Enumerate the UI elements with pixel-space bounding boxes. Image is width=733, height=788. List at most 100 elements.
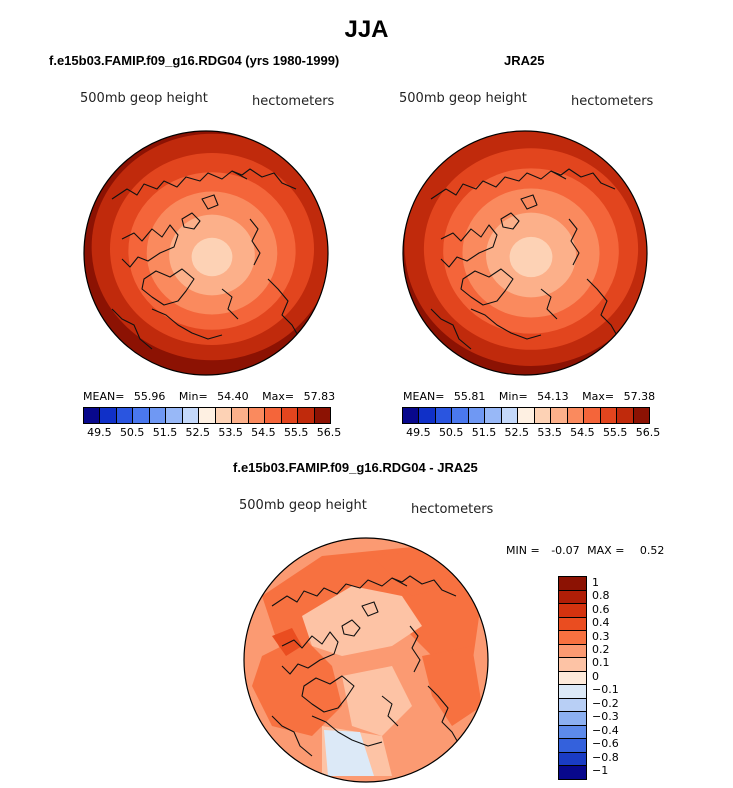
contour-band [372, 550, 452, 596]
colorbar-label: 49.5 [406, 426, 431, 439]
panel-model-variable: 500mb geop height [80, 91, 208, 106]
colorbar-swatch [559, 752, 586, 767]
colorbar-label: 52.5 [185, 426, 211, 439]
contour-band [252, 636, 342, 736]
panel-diff-title: f.e15b03.FAMIP.f09_g16.RDG04 - JRA25 [233, 460, 478, 475]
colorbar-swatch [534, 408, 552, 423]
panel-obs-variable: 500mb geop height [399, 91, 527, 106]
colorbar-label: −0.1 [592, 683, 619, 697]
colorbar-label: 0.3 [592, 629, 610, 643]
map-model [83, 130, 329, 376]
panel-obs-stats: MEAN= 55.81 Min= 54.13 Max= 57.38 [403, 390, 656, 403]
colorbar-label: −0.3 [592, 710, 619, 724]
colorbar-label: 55.5 [602, 426, 628, 439]
colorbar-swatch [559, 658, 586, 672]
colorbar-swatch [518, 408, 535, 423]
colorbar-swatch [84, 408, 101, 423]
colorbar-swatch [435, 408, 453, 423]
colorbar-swatch [559, 590, 586, 605]
map-diff [243, 537, 489, 783]
map-obs [402, 130, 648, 376]
colorbar-label: −0.6 [592, 737, 619, 751]
colorbar-swatch [567, 408, 585, 423]
colorbar-model [83, 407, 331, 424]
colorbar-obs [402, 407, 650, 424]
colorbar-swatch [559, 725, 586, 740]
colorbar-swatch [215, 408, 233, 423]
panel-diff-min: -0.07 [551, 544, 580, 557]
colorbar-label: 0.4 [592, 616, 610, 630]
main-title: JJA [344, 16, 389, 43]
colorbar-diff-labels: 1 0.8 0.6 0.4 0.3 0.2 0.1 0 −0.1 −0.2 −0.3 −0.4 −0.6… [592, 576, 632, 778]
colorbar-model-labels: 49.5 50.5 51.5 52.5 53.5 54.5 55.5 56.5 [83, 426, 341, 440]
colorbar-swatch [248, 408, 266, 423]
colorbar-swatch [298, 408, 315, 423]
colorbar-swatch [149, 408, 167, 423]
colorbar-label: 0.1 [592, 656, 610, 670]
contour-band [509, 236, 553, 278]
colorbar-label: 53.5 [537, 426, 562, 439]
panel-obs-units: hectometers [571, 94, 654, 109]
contour-band [302, 586, 422, 656]
colorbar-swatch [265, 408, 282, 423]
colorbar-swatch [559, 604, 586, 618]
colorbar-swatch [559, 712, 586, 726]
colorbar-swatch [281, 408, 299, 423]
colorbar-swatch [199, 408, 216, 423]
panel-diff-variable: 500mb geop height [239, 498, 367, 513]
colorbar-label: 50.5 [119, 426, 145, 439]
panel-model-min: 54.40 [217, 390, 249, 403]
colorbar-swatch [501, 408, 519, 423]
contour-band [191, 237, 233, 277]
colorbar-swatch [403, 408, 420, 423]
colorbar-label: 0.8 [592, 589, 610, 603]
colorbar-label: 0 [592, 669, 599, 683]
colorbar-label: 0.2 [592, 642, 610, 656]
colorbar-label: 0.6 [592, 602, 610, 616]
colorbar-swatch [617, 408, 634, 423]
panel-obs-min: 54.13 [537, 390, 569, 403]
colorbar-swatch [116, 408, 134, 423]
colorbar-swatch [559, 698, 586, 713]
colorbar-swatch [600, 408, 618, 423]
panel-diff-max: 0.52 [639, 544, 665, 557]
colorbar-swatch [182, 408, 200, 423]
colorbar-swatch [314, 408, 331, 423]
colorbar-swatch [559, 766, 586, 779]
colorbar-diff [558, 576, 587, 780]
colorbar-swatch [551, 408, 568, 423]
colorbar-swatch [559, 577, 586, 591]
colorbar-obs-labels: 49.5 50.5 51.5 52.5 53.5 54.5 55.5 56.5 [402, 426, 660, 440]
contour-band [324, 730, 374, 776]
colorbar-swatch [559, 644, 586, 659]
colorbar-swatch [559, 617, 586, 632]
colorbar-swatch [559, 631, 586, 645]
colorbar-label: 54.5 [570, 426, 595, 439]
panel-obs-title: JRA25 [504, 53, 545, 68]
colorbar-label: 56.5 [635, 426, 661, 439]
colorbar-swatch [100, 408, 117, 423]
colorbar-label: 55.5 [283, 426, 309, 439]
colorbar-label: −1 [592, 764, 609, 778]
panel-model-max: 57.83 [303, 390, 336, 403]
panel-model-mean: 55.96 [133, 390, 166, 403]
colorbar-label: 51.5 [152, 426, 178, 439]
colorbar-label: 51.5 [471, 426, 497, 439]
colorbar-label: −0.4 [592, 723, 619, 737]
colorbar-swatch [559, 739, 586, 753]
panel-obs-mean: 55.81 [453, 390, 486, 403]
colorbar-label: 52.5 [504, 426, 530, 439]
colorbar-label: −0.8 [592, 750, 619, 764]
colorbar-swatch [419, 408, 436, 423]
colorbar-swatch [452, 408, 469, 423]
colorbar-swatch [232, 408, 249, 423]
colorbar-swatch [485, 408, 502, 423]
colorbar-swatch [584, 408, 601, 423]
colorbar-swatch [559, 685, 586, 699]
contour-band [342, 666, 412, 736]
panel-model-units: hectometers [252, 94, 335, 109]
contour-band [272, 628, 302, 656]
colorbar-swatch [166, 408, 183, 423]
panel-model-title: f.e15b03.FAMIP.f09_g16.RDG04 (yrs 1980-1… [49, 53, 340, 68]
colorbar-label: 56.5 [316, 426, 342, 439]
